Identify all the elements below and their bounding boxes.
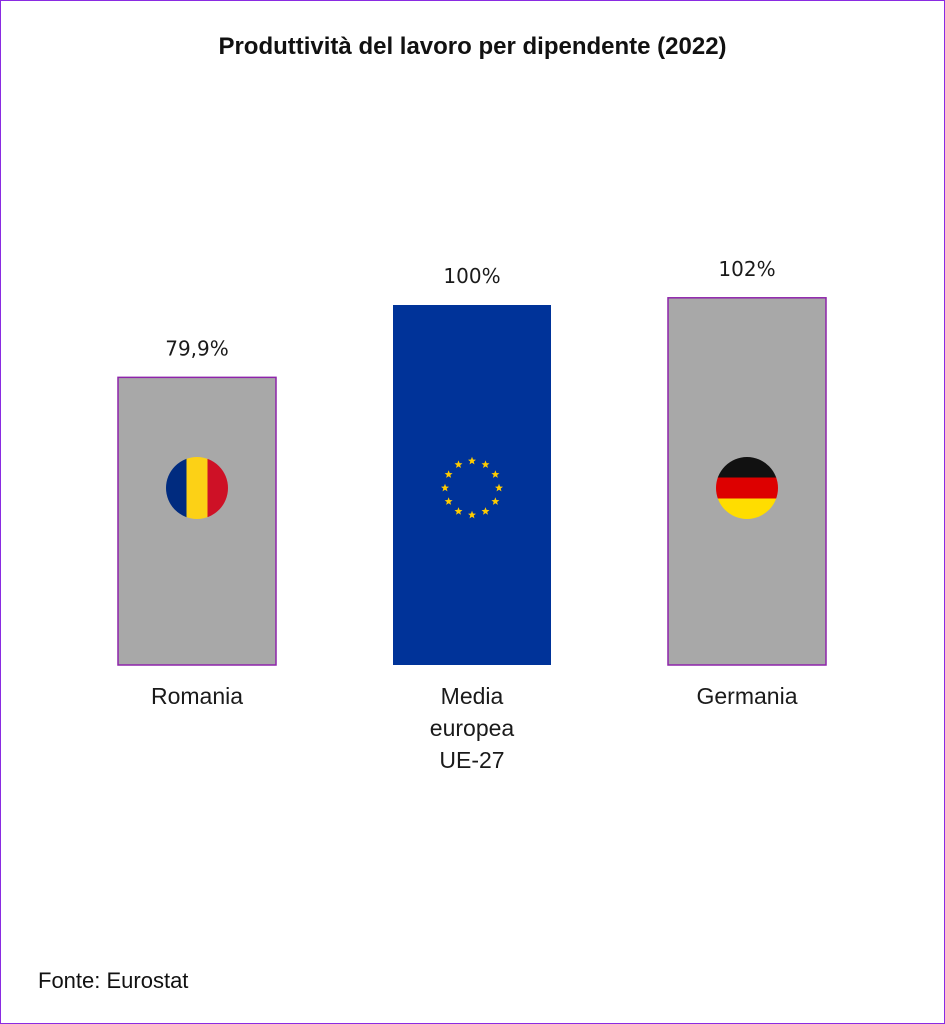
eu-star <box>454 460 463 469</box>
bar-group-eu: 100% Media europea UE-27 <box>393 264 551 773</box>
eu-star <box>481 507 490 515</box>
category-label-romania: Romania <box>151 683 243 709</box>
germany-flag-icon <box>716 457 778 519</box>
bar-eu <box>393 305 551 665</box>
eu-star <box>468 456 476 465</box>
bar-group-romania: 79,9% Romania <box>117 336 277 709</box>
value-label-eu: 100% <box>443 264 500 288</box>
category-label-eu-line-1: Media <box>441 683 504 709</box>
category-label-germania: Germania <box>697 683 798 709</box>
eu-flag-icon <box>441 456 503 519</box>
eu-star <box>491 497 500 505</box>
category-label-eu-line-3: UE-27 <box>439 747 504 773</box>
eu-star <box>491 470 500 478</box>
romania-flag-icon <box>166 457 228 519</box>
eu-star <box>444 470 453 478</box>
eu-star <box>481 460 490 469</box>
bar-group-germania: 102% Germania <box>667 257 827 709</box>
category-label-eu-line-2: europea <box>430 715 515 741</box>
eu-star <box>468 510 476 519</box>
chart-title: Produttività del lavoro per dipendente (… <box>218 33 727 60</box>
value-label-germania: 102% <box>718 257 775 281</box>
eu-star <box>441 483 449 492</box>
eu-star <box>454 507 463 515</box>
value-label-romania: 79,9% <box>165 336 229 360</box>
bar-romania <box>117 376 277 666</box>
eu-star <box>495 483 503 492</box>
source-note: Fonte: Eurostat <box>38 968 189 993</box>
eu-star <box>444 497 453 505</box>
